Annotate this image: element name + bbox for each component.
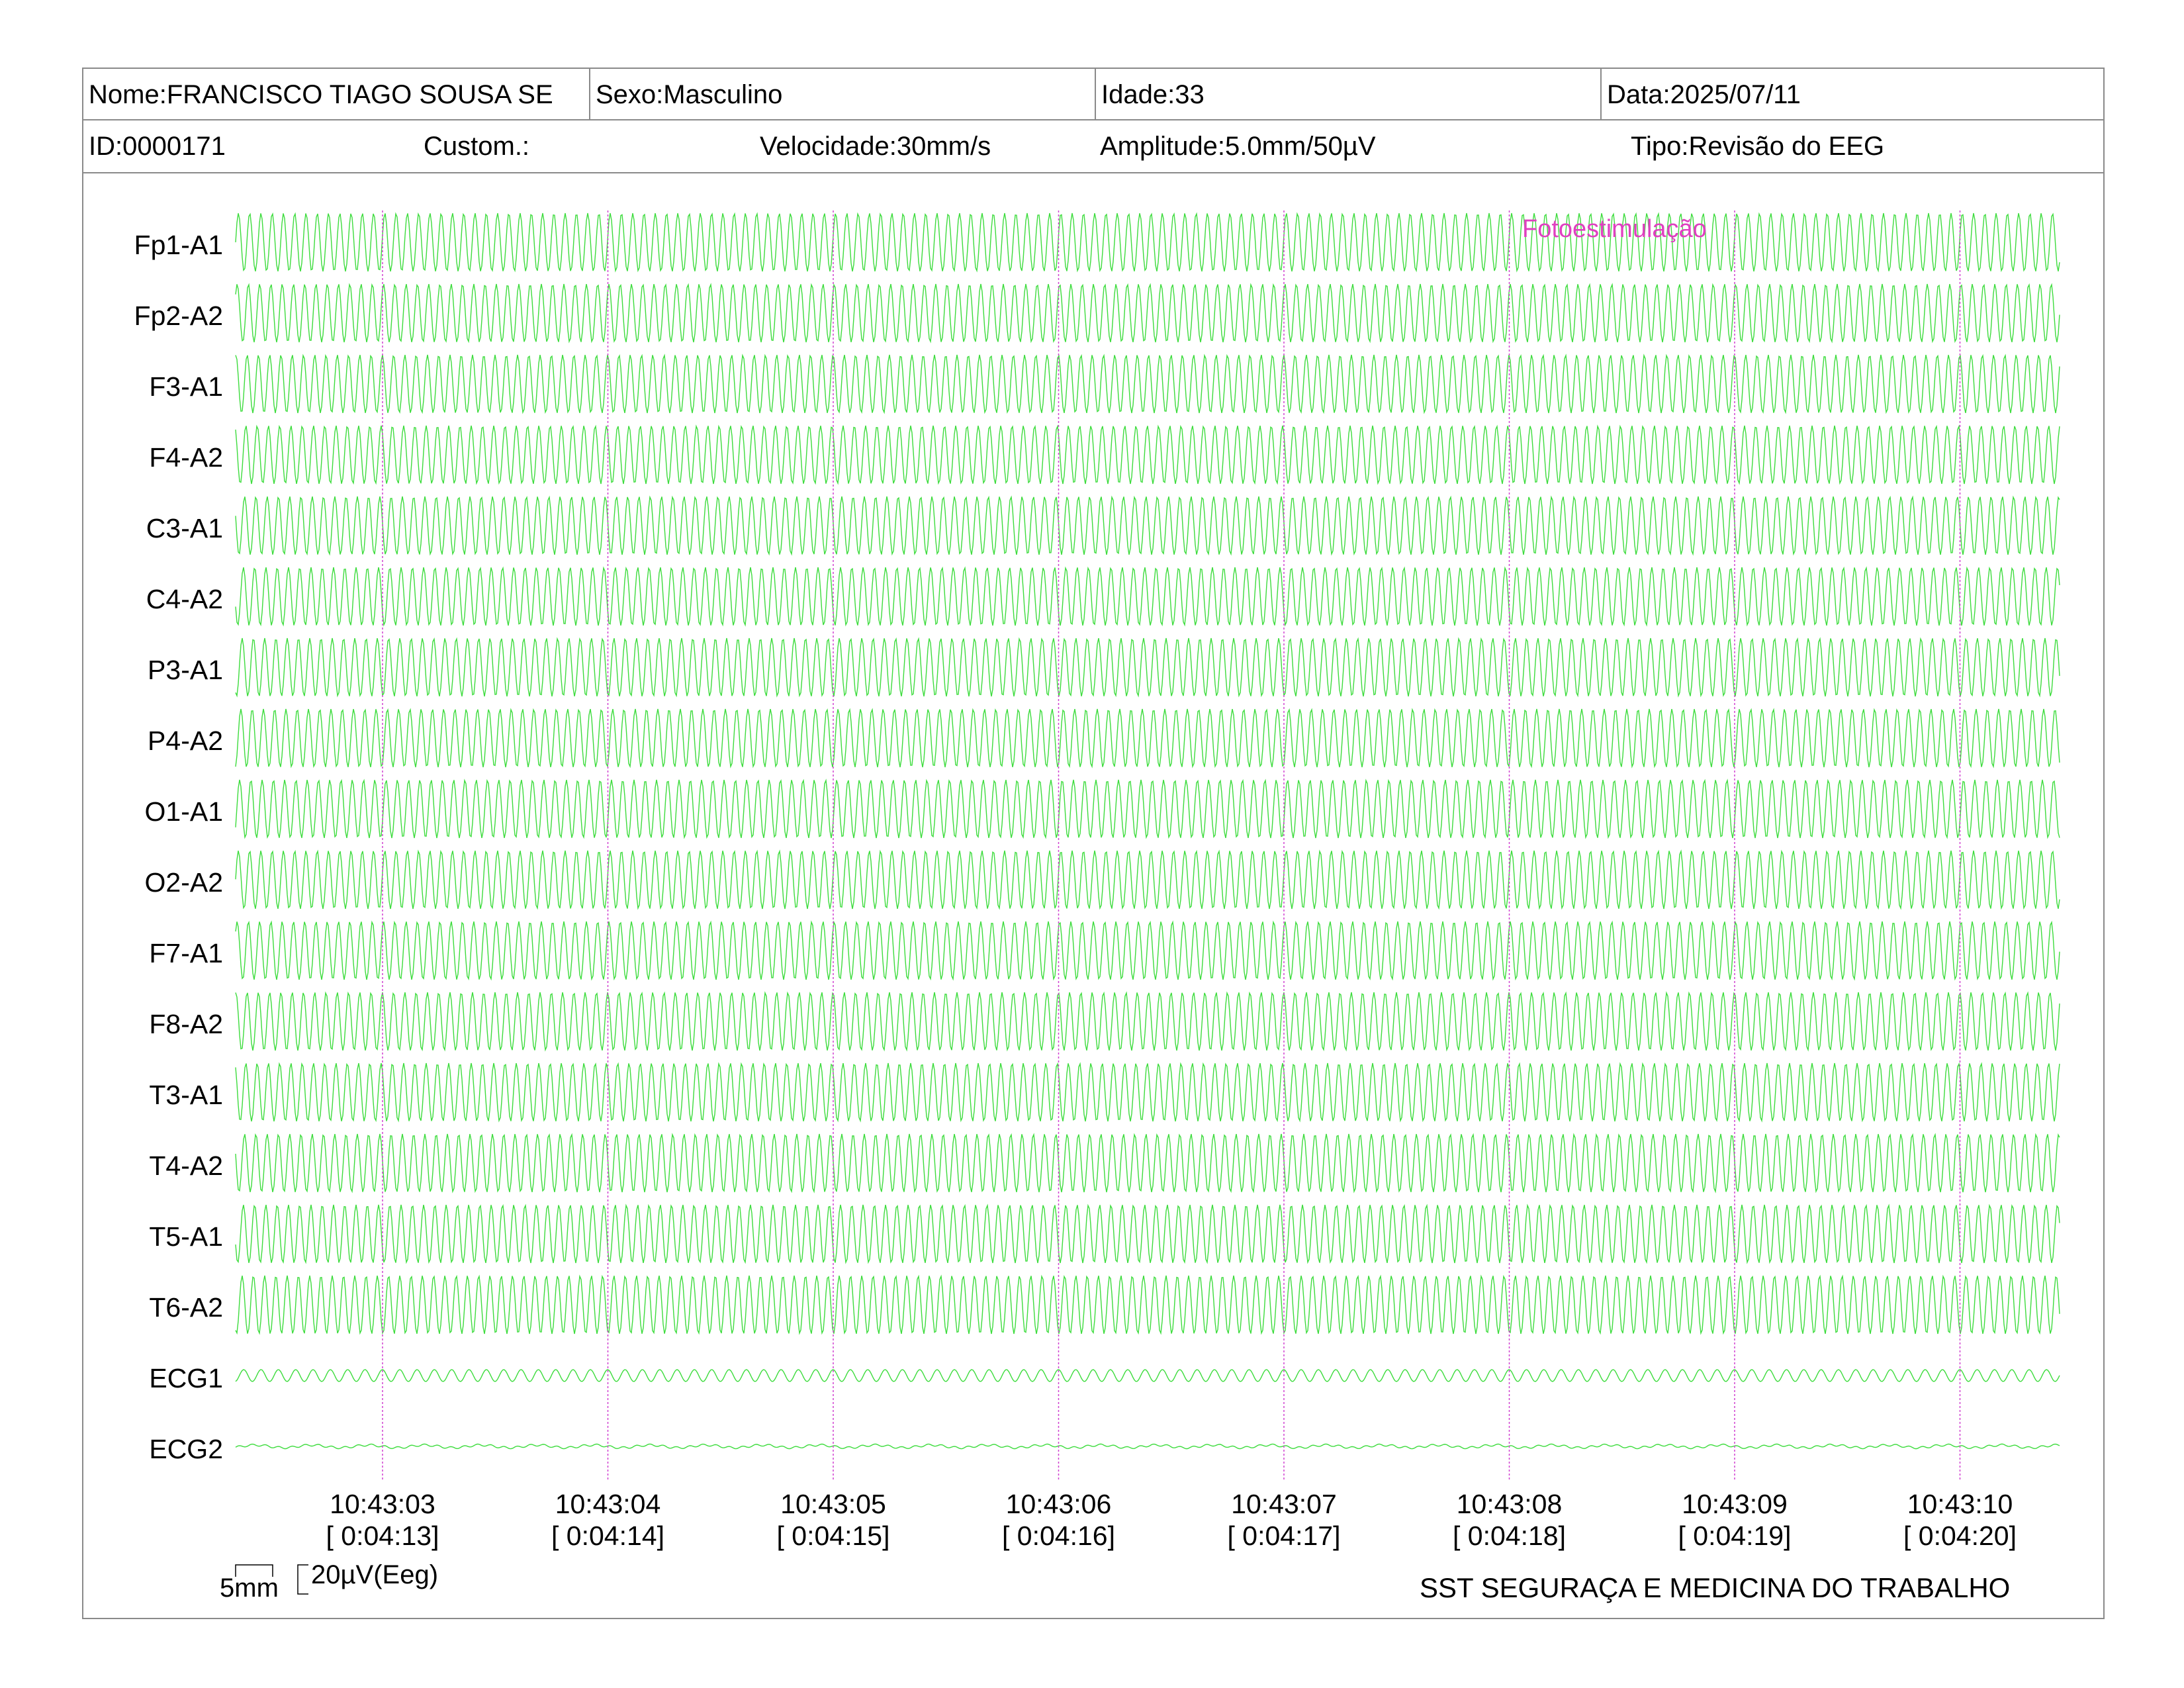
trace-o2-a2 — [235, 849, 2060, 910]
time-tick-clock: 10:43:05 — [780, 1489, 886, 1519]
amplitude-setting: Amplitude:5.0mm/50µV — [1100, 132, 1376, 161]
channel-label: O1-A1 — [145, 796, 224, 827]
time-tick-elapsed: [ 0:04:18] — [1453, 1521, 1566, 1551]
record-id: ID:0000171 — [89, 132, 226, 161]
header-row-settings: ID:0000171 Custom.: Velocidade:30mm/s Am… — [83, 120, 2103, 173]
custom-field: Custom.: — [424, 132, 530, 161]
channel-label: F8-A2 — [149, 1009, 223, 1039]
time-tick-clock: 10:43:06 — [1006, 1489, 1112, 1519]
trace-o1-a1 — [235, 778, 2060, 839]
scale-uv-label: 20µV(Eeg) — [311, 1560, 439, 1589]
scale-mm-label: 5mm — [220, 1573, 279, 1603]
trace-c3-a1 — [235, 495, 2060, 556]
trace-c4-a2 — [235, 566, 2060, 627]
trace-fp1-a1 — [235, 212, 2060, 273]
time-tick-elapsed: [ 0:04:17] — [1228, 1521, 1341, 1551]
time-tick-clock: 10:43:04 — [555, 1489, 661, 1519]
channel-label: F7-A1 — [149, 938, 223, 968]
time-tick-elapsed: [ 0:04:16] — [1002, 1521, 1115, 1551]
channel-label: T4-A2 — [149, 1150, 223, 1181]
channel-label: F4-A2 — [149, 442, 223, 473]
channel-label: P4-A2 — [148, 726, 223, 756]
patient-sex: Sexo:Masculino — [589, 69, 1095, 119]
time-tick-clock: 10:43:07 — [1231, 1489, 1337, 1519]
time-tick-clock: 10:43:08 — [1457, 1489, 1563, 1519]
record-date: Data:2025/07/11 — [1600, 69, 2105, 119]
trace-f8-a2 — [235, 991, 2060, 1052]
channel-label: C4-A2 — [146, 584, 223, 614]
trace-t6-a2 — [235, 1274, 2060, 1335]
eeg-report-sheet: Nome:FRANCISCO TIAGO SOUSA SE Sexo:Mascu… — [82, 68, 2105, 1619]
time-tick-elapsed: [ 0:04:19] — [1678, 1521, 1792, 1551]
channel-label: T6-A2 — [149, 1292, 223, 1323]
trace-fp2-a2 — [235, 283, 2060, 344]
time-tick-elapsed: [ 0:04:13] — [326, 1521, 439, 1551]
trace-p3-a1 — [235, 637, 2060, 698]
footer-company-name: SST SEGURAÇA E MEDICINA DO TRABALHO — [1420, 1572, 2011, 1603]
record-type: Tipo:Revisão do EEG — [1631, 132, 1885, 161]
channel-label: T3-A1 — [149, 1080, 223, 1110]
trace-f3-a1 — [235, 353, 2060, 414]
time-tick-elapsed: [ 0:04:14] — [551, 1521, 664, 1551]
trace-t3-a1 — [235, 1062, 2060, 1123]
speed-setting: Velocidade:30mm/s — [760, 132, 991, 161]
channel-label: ECG2 — [149, 1434, 223, 1464]
channel-label: ECG1 — [149, 1363, 223, 1393]
time-tick-clock: 10:43:10 — [1907, 1489, 2013, 1519]
trace-ecg1 — [235, 1369, 2060, 1382]
channel-label: Fp1-A1 — [134, 230, 223, 260]
channel-label: Fp2-A2 — [134, 301, 223, 331]
trace-f7-a1 — [235, 920, 2060, 981]
time-tick-elapsed: [ 0:04:20] — [1903, 1521, 2017, 1551]
channel-label: F3-A1 — [149, 371, 223, 402]
trace-ecg2 — [235, 1443, 2060, 1450]
channel-label: C3-A1 — [146, 513, 223, 543]
patient-age: Idade:33 — [1095, 69, 1600, 119]
trace-f4-a2 — [235, 424, 2060, 485]
trace-t5-a1 — [235, 1203, 2060, 1264]
scale-mm-bracket — [235, 1564, 273, 1577]
header-row-patient: Nome:FRANCISCO TIAGO SOUSA SE Sexo:Mascu… — [83, 69, 2103, 120]
time-tick-clock: 10:43:03 — [330, 1489, 435, 1519]
scale-uv-bracket — [297, 1564, 308, 1595]
time-tick-clock: 10:43:09 — [1682, 1489, 1788, 1519]
channel-label: T5-A1 — [149, 1221, 223, 1252]
channel-label: P3-A1 — [148, 655, 223, 685]
photostimulation-marker: Fotoestimulação — [1522, 215, 1707, 243]
channel-label: O2-A2 — [145, 867, 224, 898]
trace-p4-a2 — [235, 708, 2060, 769]
time-tick-elapsed: [ 0:04:15] — [777, 1521, 890, 1551]
patient-name: Nome:FRANCISCO TIAGO SOUSA SE — [89, 80, 553, 109]
trace-t4-a2 — [235, 1133, 2060, 1194]
